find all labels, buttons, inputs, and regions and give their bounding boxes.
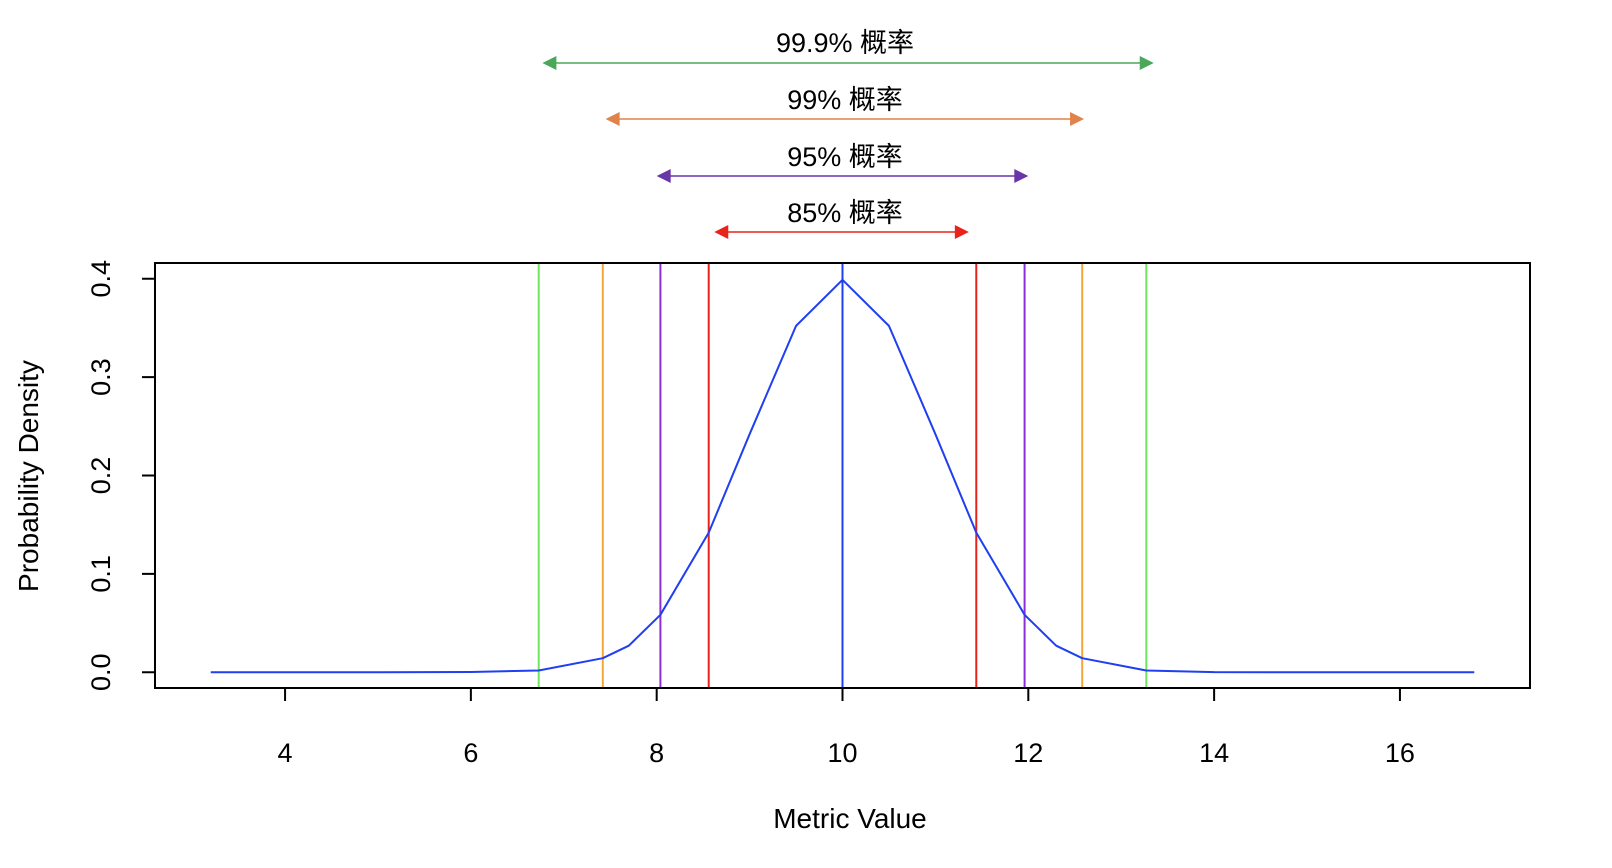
x-tick-label-2: 8 <box>649 738 664 768</box>
x-tick-label-6: 16 <box>1385 738 1415 768</box>
y-tick-label-4: 0.4 <box>86 260 116 298</box>
y-axis: 0.0 0.1 0.2 0.3 0.4 <box>86 260 155 691</box>
y-tick-label-2: 0.2 <box>86 457 116 495</box>
arrow-head-left <box>542 56 557 70</box>
x-tick-label-1: 6 <box>463 738 478 768</box>
interval-arrow-0 <box>714 225 969 239</box>
arrow-head-right <box>1139 56 1154 70</box>
x-tick-label-0: 4 <box>278 738 293 768</box>
y-tick-label-0: 0.0 <box>86 653 116 691</box>
interval-label-2: 99% 概率 <box>787 85 903 115</box>
density-curve-series-0 <box>210 278 1475 674</box>
x-axis-label: Metric Value <box>773 803 927 834</box>
y-axis-label: Probability Density <box>13 360 44 592</box>
interval-lines <box>537 263 1148 688</box>
arrow-head-right <box>1014 169 1029 183</box>
x-axis: 4 6 8 10 12 14 16 <box>278 688 1415 768</box>
x-tick-label-5: 14 <box>1199 738 1229 768</box>
interval-label-0: 85% 概率 <box>787 198 903 228</box>
x-tick-label-3: 10 <box>827 738 857 768</box>
interval-arrow-3 <box>542 56 1154 70</box>
arrow-head-right <box>954 225 969 239</box>
x-tick-label-4: 12 <box>1013 738 1043 768</box>
arrow-head-left <box>605 112 620 126</box>
interval-arrow-2 <box>605 112 1085 126</box>
interval-label-1: 95% 概率 <box>787 142 903 172</box>
y-tick-label-3: 0.3 <box>86 358 116 396</box>
density-curve-layer <box>210 263 1475 688</box>
interval-label-3: 99.9% 概率 <box>776 28 914 58</box>
arrow-head-right <box>1070 112 1085 126</box>
interval-arrows: 85% 概率 95% 概率 99% 概率 99.9% 概率 <box>542 28 1154 239</box>
arrow-head-left <box>656 169 671 183</box>
arrow-head-left <box>714 225 729 239</box>
y-tick-label-1: 0.1 <box>86 555 116 593</box>
interval-arrow-1 <box>656 169 1029 183</box>
